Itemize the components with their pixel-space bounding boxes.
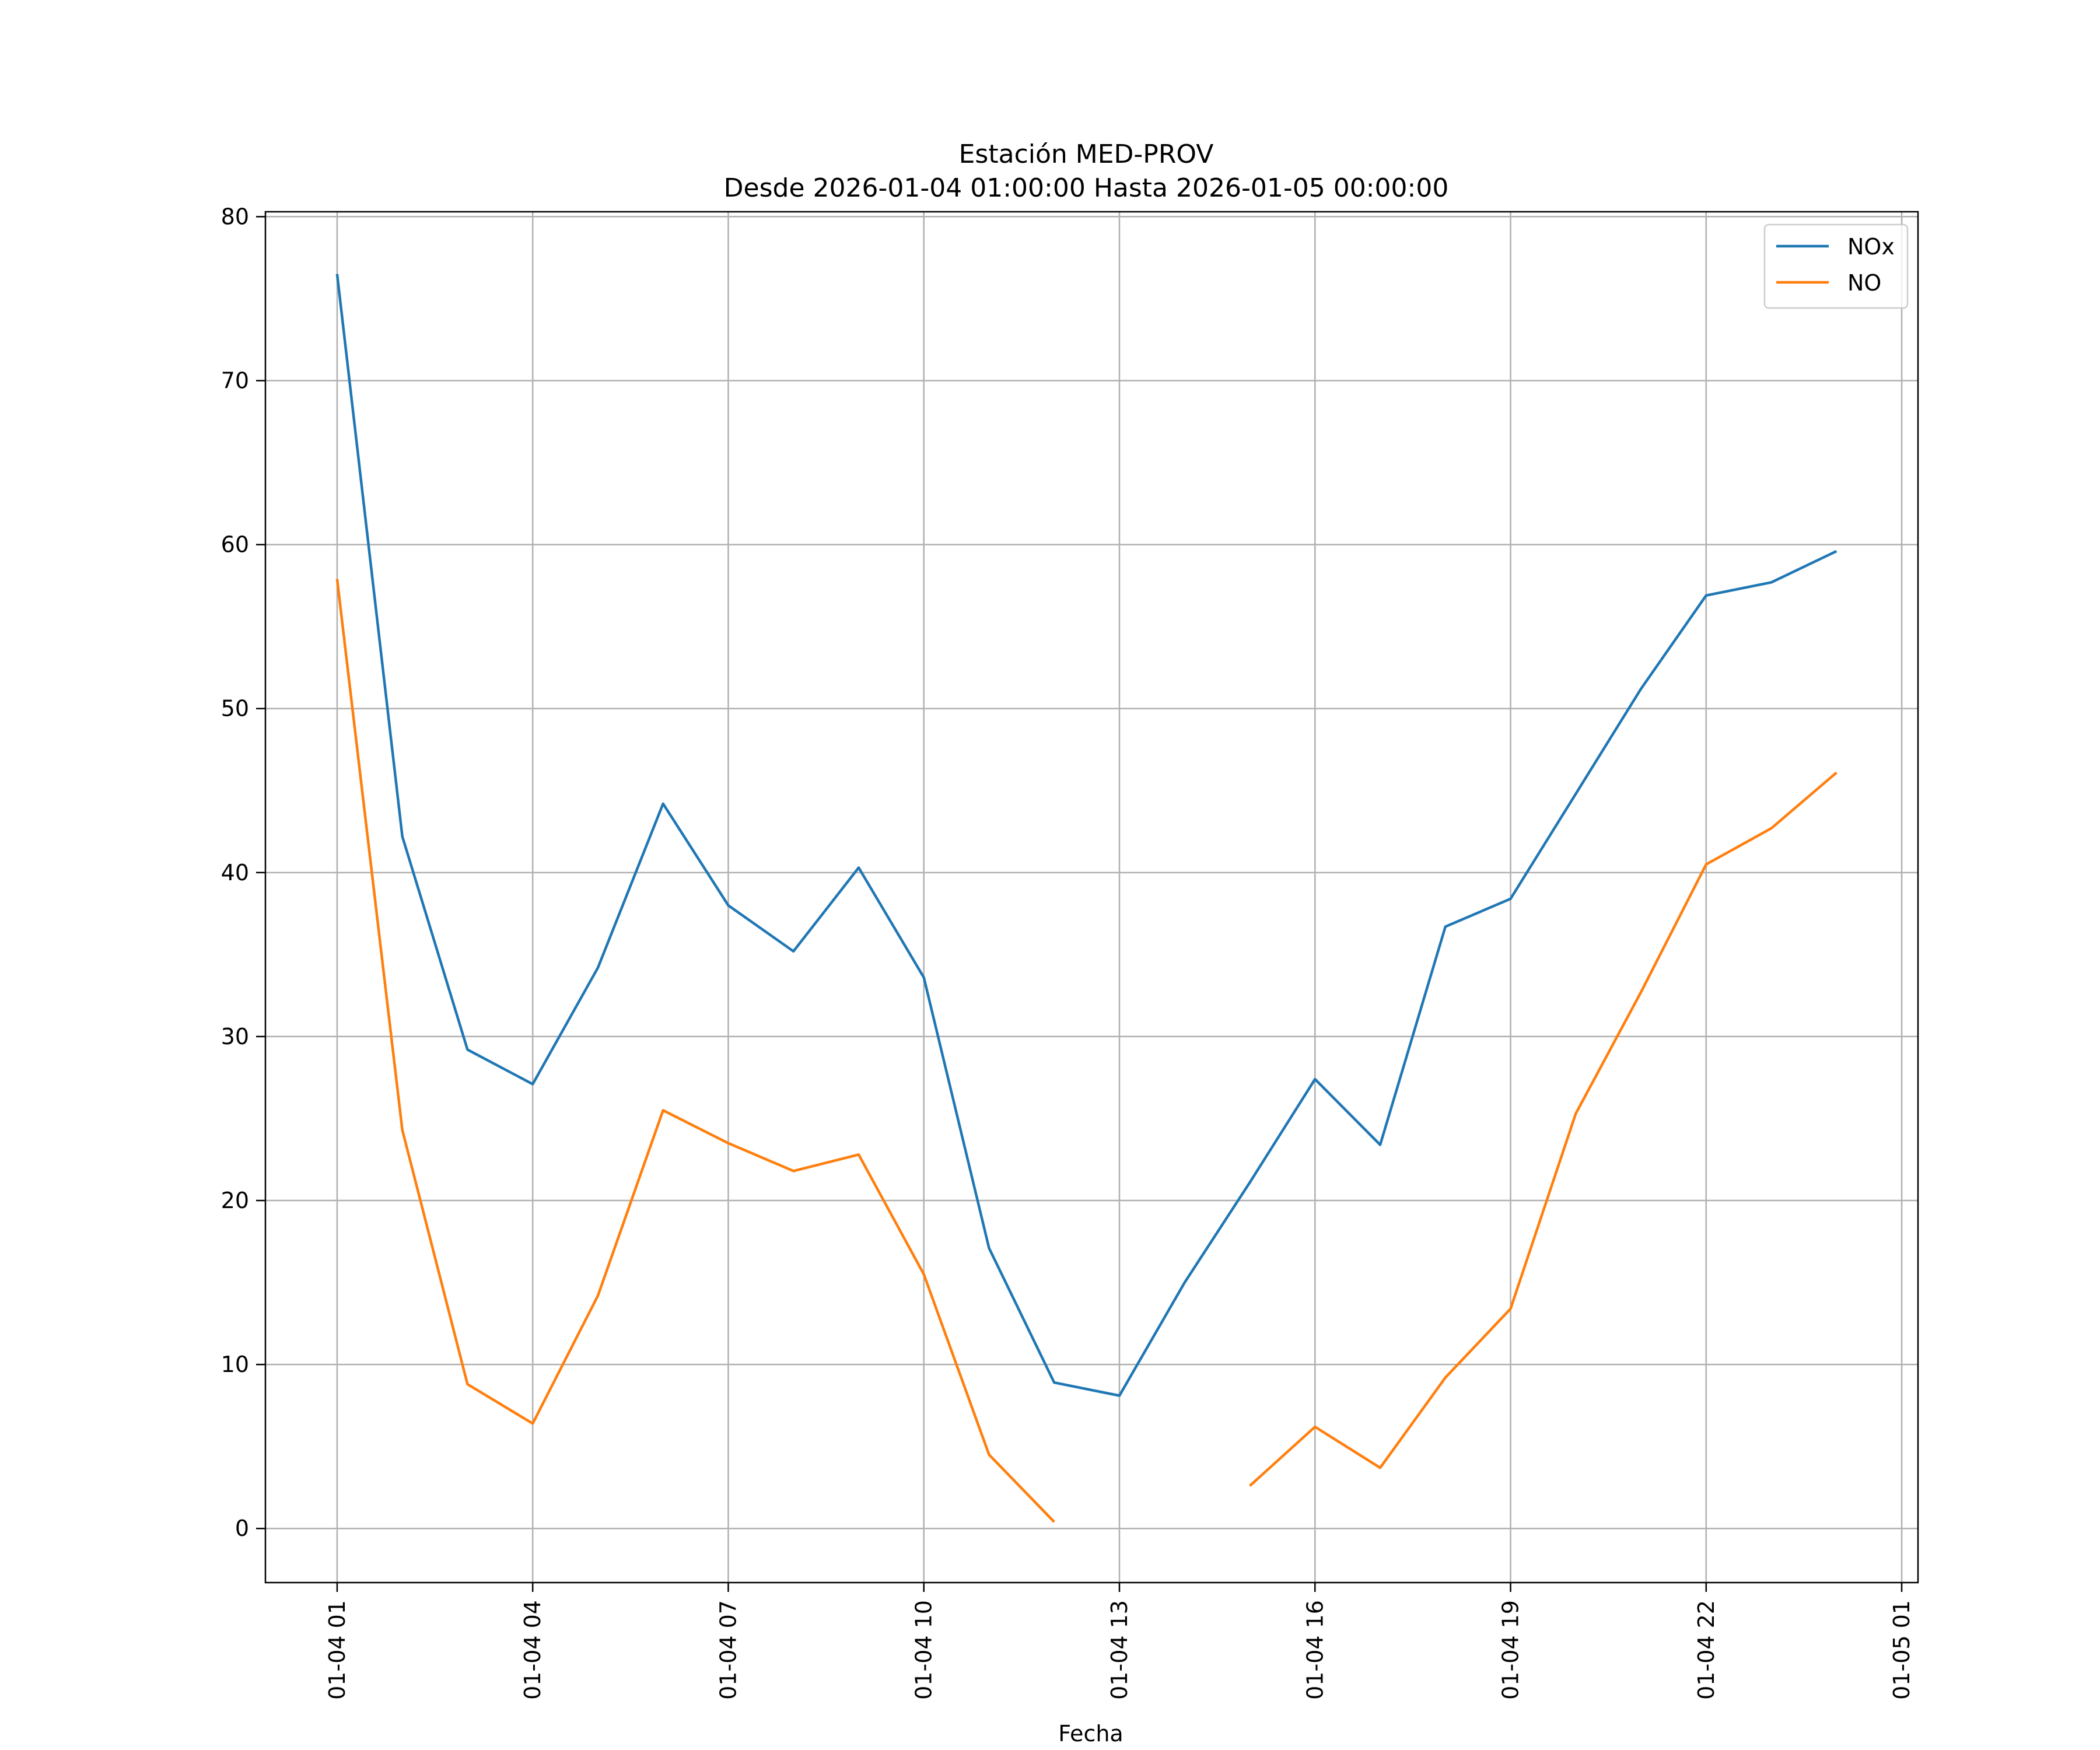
- x-tick-label: 01-04 19: [1498, 1600, 1524, 1700]
- y-tick-label: 60: [221, 532, 249, 558]
- y-tick-label: 0: [235, 1516, 249, 1541]
- x-tick-label: 01-04 13: [1107, 1600, 1132, 1700]
- legend-label-no: NO: [1847, 270, 1881, 296]
- y-tick-label: 80: [221, 204, 249, 229]
- series-line-no: [335, 579, 1838, 1523]
- y-tick-label: 30: [221, 1024, 249, 1049]
- chart-subtitle: Desde 2026-01-04 01:00:00 Hasta 2026-01-…: [724, 173, 1449, 203]
- x-tick-label: 01-04 07: [715, 1600, 741, 1700]
- axis-ticks: 01-04 01 01-04 04 01-04 07 01-04 10 01-04 13…: [221, 204, 1915, 1699]
- x-tick-label: 01-05 01: [1889, 1600, 1915, 1700]
- y-tick-label: 50: [221, 696, 249, 722]
- series-line-nox: [335, 274, 1838, 1397]
- y-tick-label: 40: [221, 860, 249, 886]
- x-tick-label: 01-04 04: [520, 1600, 545, 1700]
- x-tick-label: 01-04 10: [911, 1600, 937, 1700]
- y-tick-label: 10: [221, 1352, 249, 1377]
- chart-title: Estación MED-PROV: [959, 139, 1214, 169]
- x-tick-label: 01-04 01: [324, 1600, 350, 1700]
- legend-label-nox: NOx: [1847, 234, 1895, 260]
- grid: [265, 212, 1918, 1583]
- x-axis-label: Fecha: [1058, 1721, 1123, 1746]
- series-lines: [335, 274, 1838, 1523]
- x-tick-label: 01-04 16: [1302, 1600, 1328, 1700]
- legend: NOx NO: [1763, 223, 1909, 309]
- axes-frame: [264, 211, 1919, 1584]
- y-tick-label: 70: [221, 368, 249, 394]
- y-tick-label: 20: [221, 1188, 249, 1213]
- x-tick-label: 01-04 22: [1693, 1600, 1719, 1700]
